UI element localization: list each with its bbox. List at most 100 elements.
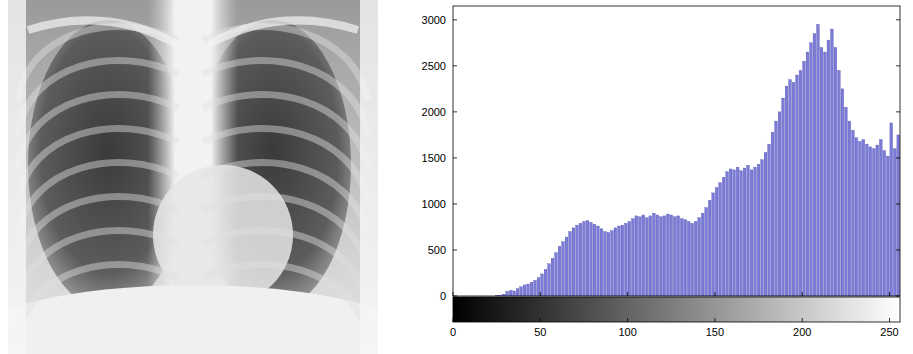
y-tick-label: 3000: [422, 14, 446, 26]
y-tick: [453, 249, 457, 250]
histogram-bar: [509, 290, 512, 296]
histogram-bar: [652, 213, 655, 296]
histogram-bar: [778, 112, 781, 296]
x-tick: [889, 318, 890, 322]
histogram-bar: [785, 86, 788, 296]
histogram-bar: [569, 232, 572, 296]
bars: [495, 24, 899, 296]
y-tick: [453, 203, 457, 204]
x-tick: [627, 318, 628, 322]
histogram-bar: [670, 215, 673, 296]
histogram-bar: [799, 70, 802, 296]
y-tick: [896, 203, 900, 204]
histogram-bar: [729, 169, 732, 296]
x-tick: [453, 318, 454, 322]
histogram-bar: [789, 80, 792, 296]
histogram-bar: [638, 217, 641, 296]
histogram-bar: [712, 193, 715, 296]
histogram-bar: [701, 213, 704, 296]
histogram-bar: [761, 160, 764, 296]
histogram-bar: [694, 221, 697, 296]
histogram-bar: [733, 170, 736, 296]
y-tick-label: 500: [428, 244, 446, 256]
histogram-bar: [827, 40, 830, 296]
xray-rib: [18, 265, 178, 339]
histogram-bar: [673, 217, 676, 296]
histogram-bar: [506, 291, 509, 296]
histogram-bar: [555, 253, 558, 296]
histogram-bar: [782, 98, 785, 296]
xray-clavicle: [28, 20, 178, 45]
histogram-bar: [604, 232, 607, 296]
histogram-bar: [848, 121, 851, 296]
xray-diaphragm: [8, 285, 378, 354]
x-tick: [714, 318, 715, 322]
x-tick: [802, 292, 803, 296]
histogram-bar: [631, 219, 634, 296]
x-tick: [540, 318, 541, 322]
xray-edge: [360, 0, 378, 354]
y-tick: [896, 19, 900, 20]
y-tick: [453, 19, 457, 20]
x-tick-label: 100: [618, 326, 636, 338]
histogram-bar: [628, 221, 631, 296]
histogram-bar: [771, 132, 774, 296]
histogram-bar: [719, 183, 722, 296]
histogram-bar: [750, 170, 753, 296]
x-tick-label: 150: [706, 326, 724, 338]
histogram-bar: [726, 172, 729, 296]
y-tick: [453, 65, 457, 66]
histogram-bar: [841, 89, 844, 296]
histogram-bar: [680, 219, 683, 296]
histogram-bar: [687, 221, 690, 296]
histogram-bar: [635, 216, 638, 296]
histogram-bar: [855, 138, 858, 296]
histogram-bar: [862, 139, 865, 296]
histogram-bar: [813, 34, 816, 296]
histogram-bar: [754, 167, 757, 296]
x-tick-label: 200: [793, 326, 811, 338]
x-tick-label: 50: [534, 326, 546, 338]
histogram-bar: [453, 296, 456, 297]
histogram-bar: [757, 164, 760, 296]
histogram-bar: [534, 280, 537, 296]
histogram-bar: [614, 228, 617, 296]
histogram-bar: [530, 282, 533, 296]
histogram-bar: [865, 144, 868, 296]
colorbar: [453, 297, 900, 322]
histogram-bar: [583, 221, 586, 296]
page: 050010001500200025003000050100150200250: [0, 0, 913, 354]
histogram-bar: [516, 289, 519, 296]
histogram-bar: [621, 225, 624, 296]
histogram-bar: [618, 226, 621, 296]
x-tick: [540, 292, 541, 296]
histogram-bar: [513, 291, 516, 296]
histogram-bar: [897, 135, 900, 296]
histogram-bar: [611, 231, 614, 296]
x-tick: [889, 292, 890, 296]
histogram-bar: [572, 228, 575, 296]
histogram-bar: [886, 156, 889, 296]
histogram-bar: [803, 61, 806, 296]
histogram-bar: [817, 24, 820, 296]
histogram-bar: [600, 229, 603, 296]
y-tick: [896, 65, 900, 66]
histogram-bar: [691, 223, 694, 296]
histogram-bar: [740, 171, 743, 296]
histogram-bar: [586, 221, 589, 296]
y-tick-label: 1500: [422, 152, 446, 164]
histogram-bar: [851, 130, 854, 296]
histogram-bar: [663, 216, 666, 296]
histogram-bar: [715, 187, 718, 296]
histogram-bar: [656, 215, 659, 296]
histogram-bar: [684, 220, 687, 296]
histogram-bar: [541, 274, 544, 296]
histogram-bar: [537, 278, 540, 296]
histogram-bar: [872, 149, 875, 296]
histogram-bar: [869, 147, 872, 296]
histogram-bar: [883, 151, 886, 296]
histogram-bar: [698, 218, 701, 296]
histogram-bar: [597, 226, 600, 296]
histogram-bar: [548, 264, 551, 296]
histogram-bar: [838, 70, 841, 296]
